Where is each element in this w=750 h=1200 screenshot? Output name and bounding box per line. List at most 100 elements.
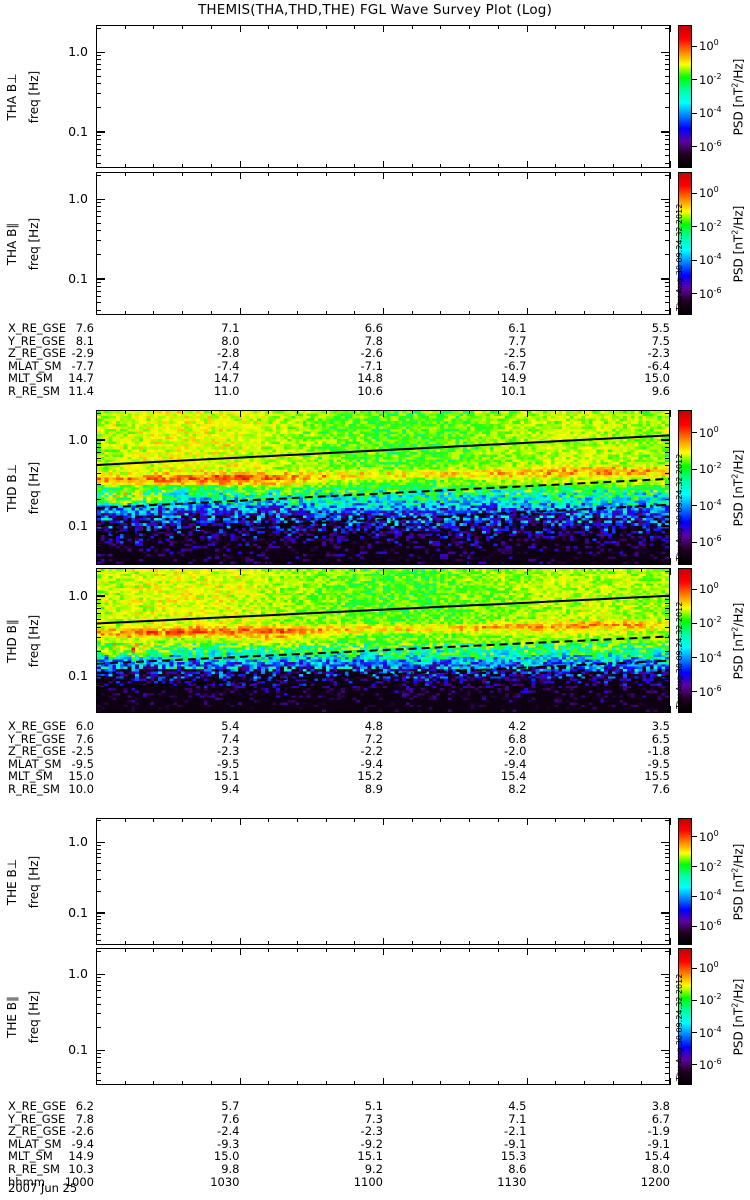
x-tick [497, 948, 499, 952]
y-minor-tick [665, 607, 670, 609]
y-major-tick [661, 525, 670, 527]
x-tick [383, 161, 384, 168]
y-minor-tick [96, 254, 101, 256]
x-tick [325, 948, 327, 952]
x-tick [182, 164, 184, 168]
x-tick [268, 561, 270, 565]
x-tick [296, 948, 298, 952]
x-tick [526, 818, 528, 825]
annotation-value: -1.9 [647, 1124, 670, 1139]
y-major-tick [661, 439, 670, 441]
y-minor-tick [665, 707, 670, 709]
x-tick [210, 568, 212, 572]
x-tick [354, 948, 356, 952]
x-tick [497, 1081, 499, 1085]
annotation-label-y_re_gse: Y_RE_GSE [8, 1111, 66, 1126]
y-major-tick [96, 198, 105, 201]
x-tick [411, 410, 413, 414]
annotation-value: 1200 [640, 1174, 670, 1189]
x-tick [526, 410, 528, 417]
annotation-label-mlt_sm: MLT_SM [8, 769, 53, 784]
y-minor-tick [96, 302, 101, 304]
x-tick [526, 25, 528, 32]
colorbar-tick [692, 1032, 697, 1034]
y-minor-tick [665, 442, 670, 444]
x-tick [641, 948, 643, 952]
x-tick [670, 706, 671, 713]
x-tick [670, 558, 671, 565]
y-minor-tick [665, 1057, 670, 1059]
colorbar-tick-label: 10-6 [699, 1056, 722, 1072]
x-tick [210, 1081, 212, 1085]
colorbar-tick [692, 541, 697, 543]
x-tick [124, 561, 126, 565]
annotation-value: 4.2 [508, 719, 527, 733]
panel-unit-label-the-bperp: freq [Hz] [27, 855, 41, 908]
y-major-tick [96, 1049, 105, 1052]
annotation-value: 15.1 [357, 1149, 383, 1164]
y-minor-tick [96, 447, 101, 449]
annotation-value: 11.4 [68, 384, 94, 398]
y-minor-tick [665, 134, 670, 136]
x-tick [555, 172, 557, 176]
y-axis-tick-label: 1.0 [68, 191, 88, 207]
annotation-value: -2.3 [647, 346, 670, 361]
annotation-label-mlat_sm: MLAT_SM [8, 756, 62, 771]
x-tick [124, 172, 126, 176]
annotation-label-mlt_sm: MLT_SM [8, 1149, 53, 1164]
x-tick [153, 561, 155, 565]
y-minor-tick [96, 143, 101, 145]
y-minor-tick [665, 295, 670, 297]
colorbar-the-bpar [678, 948, 692, 1085]
x-tick [354, 561, 356, 565]
y-minor-tick [665, 915, 670, 917]
y-minor-tick [96, 848, 101, 850]
annotation-value: 7.1 [508, 1111, 527, 1126]
colorbar-tick-label: 100 [699, 424, 719, 440]
annotation-value: 9.8 [221, 1162, 240, 1176]
y-minor-tick [665, 923, 670, 925]
y-minor-tick [96, 1080, 101, 1082]
x-tick [153, 941, 155, 945]
x-tick [612, 561, 614, 565]
x-tick [469, 311, 471, 315]
colorbar-axis-title: PSD [nT2/Hz] [730, 843, 746, 920]
x-tick [124, 948, 126, 952]
annotation-value: 15.0 [644, 371, 670, 386]
annotation-value: -9.4 [360, 756, 383, 771]
x-tick [411, 709, 413, 713]
y-minor-tick [665, 551, 670, 553]
y-minor-tick [665, 143, 670, 145]
x-tick [124, 25, 126, 29]
y-minor-tick [96, 923, 101, 925]
annotation-value: -7.4 [217, 358, 240, 373]
x-tick [210, 410, 212, 414]
y-minor-tick [665, 990, 670, 992]
panel-probe-label-thd-bpar: THD B∥ [5, 618, 19, 663]
y-minor-tick [665, 857, 670, 859]
x-tick [411, 561, 413, 565]
x-tick [383, 938, 384, 945]
x-tick [526, 308, 528, 315]
colorbar-tick [692, 112, 697, 114]
y-major-tick [661, 841, 670, 844]
y-axis-tick-label: 0.1 [68, 517, 88, 533]
x-tick [210, 172, 212, 176]
y-minor-tick [96, 651, 101, 653]
y-minor-tick [96, 598, 101, 600]
y-minor-tick [96, 990, 101, 992]
y-minor-tick [96, 857, 101, 859]
x-tick [124, 818, 126, 822]
y-minor-tick [665, 1061, 670, 1063]
y-minor-tick [665, 285, 670, 287]
y-minor-tick [96, 980, 101, 982]
x-tick [182, 172, 184, 176]
y-axis-tick-label: 0.1 [68, 668, 88, 684]
y-minor-tick [665, 59, 670, 61]
y-minor-tick [96, 484, 101, 486]
y-minor-tick [665, 598, 670, 600]
annotation-label-z_re_gse: Z_RE_GSE [8, 1124, 67, 1139]
y-minor-tick [665, 202, 670, 204]
y-minor-tick [665, 230, 670, 232]
x-tick [497, 568, 499, 572]
